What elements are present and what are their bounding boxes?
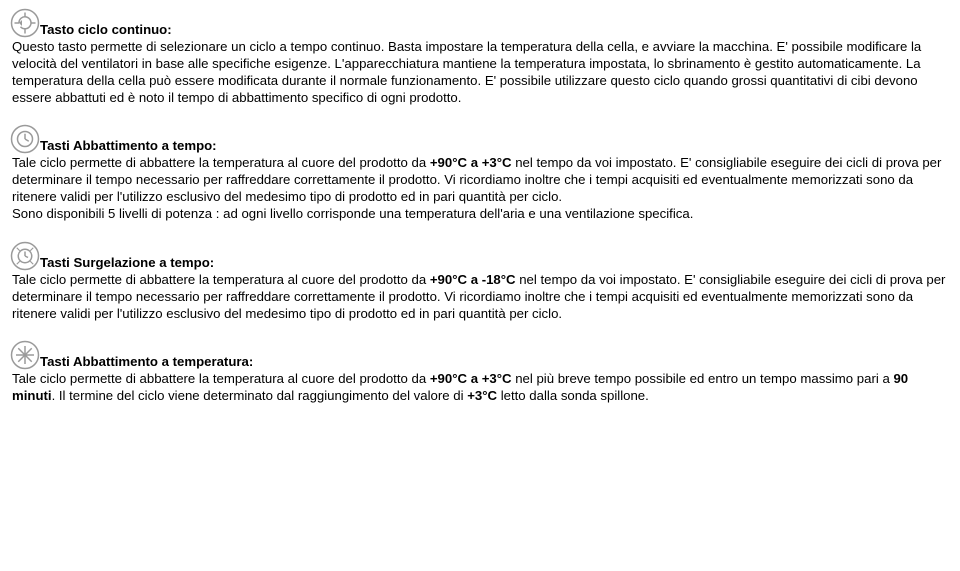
snow-timer-icon: [10, 340, 40, 370]
section-heading: Tasto ciclo continuo:: [40, 22, 948, 39]
section-body: Questo tasto permette di selezionare un …: [12, 39, 948, 107]
section-heading: Tasti Surgelazione a tempo:: [40, 255, 948, 272]
section-body: Tale ciclo permette di abbattere la temp…: [12, 371, 948, 405]
section-body: Tale ciclo permette di abbattere la temp…: [12, 272, 948, 323]
section-heading: Tasti Abbattimento a temperatura:: [40, 354, 948, 371]
freeze-timer-icon: [10, 241, 40, 271]
section-heading: Tasti Abbattimento a tempo:: [40, 138, 948, 155]
section-1: Tasti Abbattimento a tempo:Tale ciclo pe…: [12, 124, 948, 222]
section-body: Tale ciclo permette di abbattere la temp…: [12, 155, 948, 223]
section-0: Tasto ciclo continuo:Questo tasto permet…: [12, 8, 948, 106]
cycle-icon: [10, 8, 40, 38]
section-3: Tasti Abbattimento a temperatura:Tale ci…: [12, 340, 948, 405]
section-2: Tasti Surgelazione a tempo:Tale ciclo pe…: [12, 241, 948, 323]
timer-icon: [10, 124, 40, 154]
